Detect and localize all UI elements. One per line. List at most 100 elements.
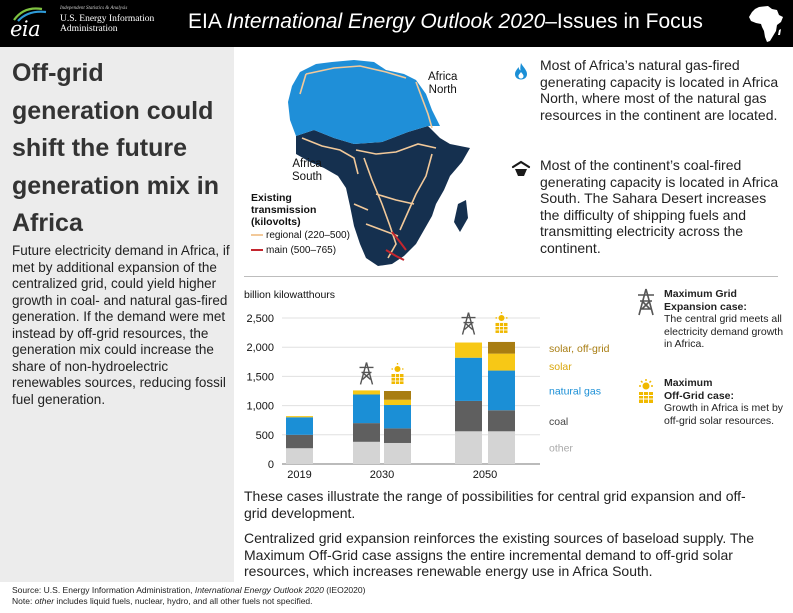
- bar-segment-other: [455, 431, 482, 464]
- x-tick-label: 2019: [287, 469, 311, 481]
- eia-logo-arc-icon: [13, 7, 47, 22]
- footer-source-italic: International Energy Outlook 2020: [194, 585, 324, 595]
- case-grid-text: The central grid meets all electricity d…: [664, 313, 784, 350]
- bar-segment-solar: [488, 353, 515, 371]
- legend-main-label: main (500–765): [266, 245, 337, 256]
- series-label-solar-offgrid: solar, off-grid: [549, 343, 610, 355]
- case-offgrid-title-line-2: Off-Grid case:: [664, 389, 735, 402]
- transmission-regional-lines: [299, 65, 437, 259]
- footer-note-prefix: Note:: [12, 596, 35, 606]
- bar-segment-other: [353, 441, 380, 464]
- transmission-legend-title: Existing transmission (kilovolts): [251, 192, 316, 228]
- title-prefix: EIA: [188, 10, 227, 33]
- map-label-south-line-1: Africa: [292, 158, 322, 170]
- legend-regional-label: regional (220–500): [266, 230, 350, 241]
- headline: Off-grid generation could shift the futu…: [12, 59, 219, 237]
- eia-logo[interactable]: eia Independent Statistics & Analysis U.…: [8, 4, 178, 44]
- y-tick-label: 1,500: [246, 371, 274, 383]
- grid-tower-icon: [638, 288, 654, 316]
- y-axis-ticks: 2,500 2,000 1,500 1,000 500 0: [246, 313, 274, 471]
- map-label-north-line-1: Africa: [428, 71, 458, 83]
- footer-note-italic: other: [34, 596, 55, 606]
- bar-segment-solar-offgrid: [488, 341, 515, 354]
- y-tick-label: 0: [268, 459, 274, 471]
- bar-segment-coal: [384, 428, 411, 443]
- eia-logo-tagline: Independent Statistics & Analysis: [60, 6, 128, 11]
- x-tick-label: 2030: [370, 469, 394, 481]
- case-offgrid-title-line-1: Maximum: [664, 377, 713, 389]
- gas-flame-icon: [515, 63, 527, 80]
- solar-house-mark-icon: [495, 311, 508, 333]
- case-grid-title-line-1: Maximum Grid: [664, 288, 737, 300]
- series-label-solar: solar: [549, 361, 572, 373]
- solar-house-icon: [639, 379, 653, 403]
- y-tick-label: 1,000: [246, 401, 274, 413]
- case-offgrid-text: Growth in Africa is met by off-grid sola…: [664, 402, 784, 427]
- bar-segment-natural-gas: [488, 370, 515, 411]
- bar-segment-solar-offgrid: [384, 391, 411, 400]
- legend-title-line-3: (kilovolts): [251, 216, 301, 228]
- map-label-africa-south: Africa South: [292, 158, 322, 184]
- africa-north-region: [288, 60, 440, 144]
- bar-segment-solar: [455, 342, 482, 358]
- bar-segment-solar: [286, 416, 313, 418]
- note-coal: Most of the continent’s coal-fired gener…: [540, 157, 779, 256]
- bar-segment-other: [286, 448, 313, 464]
- legend-regional: regional (220–500): [251, 230, 350, 241]
- footer-source-suffix: (IEO2020): [323, 585, 366, 595]
- transmission-main-lines: [385, 231, 407, 261]
- case-max-offgrid: Maximum Off-Grid case: Growth in Africa …: [664, 377, 786, 427]
- title-italic: International Energy Outlook 2020: [226, 10, 546, 33]
- bottom-paragraph-1: These cases illustrate the range of poss…: [244, 488, 746, 521]
- y-tick-label: 2,000: [246, 342, 274, 354]
- eia-logo-name-line-1: U.S. Energy Information: [60, 14, 155, 24]
- chart-unit-label: billion kilowatthours: [244, 289, 335, 301]
- bar-segment-other: [384, 442, 411, 464]
- note-natural-gas: Most of Africa’s natural gas-fired gener…: [540, 57, 779, 123]
- series-label-natural-gas: natural gas: [549, 385, 601, 397]
- x-axis-labels: 2019 2030 2050: [287, 469, 497, 481]
- title-suffix: –Issues in Focus: [545, 10, 703, 33]
- legend-regional-swatch: [251, 234, 263, 237]
- map-label-south-line-2: South: [292, 171, 323, 183]
- page-title: EIA International Energy Outlook 2020–Is…: [188, 10, 703, 34]
- bar-segment-coal: [353, 423, 380, 442]
- eia-logo-name: U.S. Energy Information Administration: [60, 14, 154, 34]
- footer-source-prefix: Source: U.S. Energy Information Administ…: [12, 585, 195, 595]
- bar-segment-natural-gas: [455, 357, 482, 401]
- legend-title-line-1: Existing: [251, 192, 292, 204]
- legend-main: main (500–765): [251, 245, 336, 256]
- chart-case-marks: [359, 311, 508, 385]
- section-divider: [244, 276, 778, 277]
- footer-note-suffix: includes liquid fuels, nuclear, hydro, a…: [54, 596, 313, 606]
- grid-tower-mark-icon: [359, 362, 374, 385]
- chart-bars: [286, 341, 515, 464]
- bar-segment-natural-gas: [286, 417, 313, 435]
- x-tick-label: 2050: [473, 469, 497, 481]
- bar-segment-coal: [286, 434, 313, 449]
- africa-map: [288, 60, 470, 266]
- footer-source: Source: U.S. Energy Information Administ…: [12, 585, 365, 595]
- case-grid-title-line-2: Expansion case:: [664, 300, 747, 313]
- bar-segment-natural-gas: [353, 394, 380, 424]
- legend-title-line-2: transmission: [251, 204, 317, 216]
- map-label-africa-north: Africa North: [428, 71, 457, 97]
- lead-paragraph: Future electricity demand in Africa, if …: [12, 243, 230, 407]
- africa-continent-icon: [749, 6, 783, 42]
- grid-tower-mark-icon: [461, 312, 476, 335]
- bottom-paragraph-2: Centralized grid expansion reinforces th…: [244, 530, 754, 579]
- bar-segment-coal: [488, 410, 515, 432]
- eia-logo-word: eia: [10, 17, 41, 41]
- legend-main-swatch: [251, 249, 263, 252]
- series-label-other: other: [549, 443, 573, 455]
- generation-chart: billion kilowatthours 2,500 2,000 1,500 1,0…: [244, 289, 610, 481]
- left-panel: Off-grid generation could shift the futu…: [0, 47, 234, 582]
- series-labels: solar, off-grid solar natural gas coal other: [549, 343, 610, 455]
- bar-segment-natural-gas: [384, 405, 411, 429]
- map-label-north-line-2: North: [428, 84, 457, 96]
- coal-cart-icon: [511, 160, 531, 176]
- case-max-grid: Maximum Grid Expansion case: The central…: [664, 288, 786, 351]
- bar-segment-solar: [384, 399, 411, 406]
- bar-segment-solar: [353, 390, 380, 395]
- bar-segment-other: [488, 431, 515, 464]
